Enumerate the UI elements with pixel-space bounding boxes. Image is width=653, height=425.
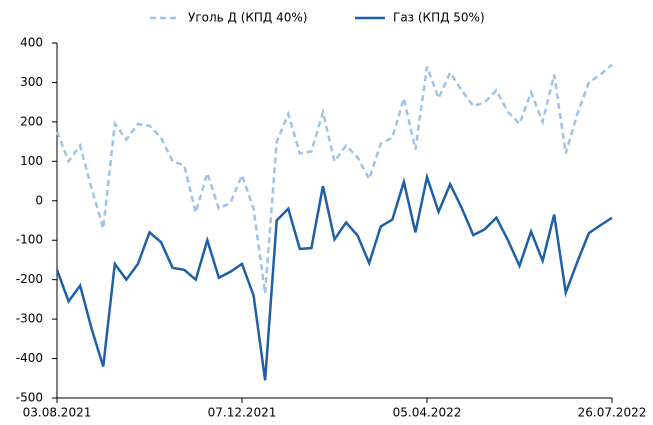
legend-label: Газ (КПД 50%) (393, 11, 485, 25)
y-tick-label: 400 (20, 36, 43, 50)
y-tick-label: -300 (16, 312, 43, 326)
y-tick-label: 300 (20, 75, 43, 89)
y-tick-label: 100 (20, 154, 43, 168)
y-tick-label: -200 (16, 272, 43, 286)
line-series (55, 172, 613, 381)
y-tick-label: 200 (20, 114, 43, 128)
y-tick-label: -100 (16, 233, 43, 247)
y-tick-label: 0 (35, 193, 43, 207)
y-tick-label: -500 (16, 391, 43, 405)
legend-label: Уголь Д (КПД 40%) (188, 11, 307, 25)
x-tick-label: 03.08.2021 (23, 406, 92, 420)
x-tick-label: 05.04.2022 (393, 406, 462, 420)
line-series (55, 63, 613, 294)
x-tick-label: 07.12.2021 (208, 406, 277, 420)
y-tick-label: -400 (16, 351, 43, 365)
x-tick-label: 26.07.2022 (578, 406, 647, 420)
